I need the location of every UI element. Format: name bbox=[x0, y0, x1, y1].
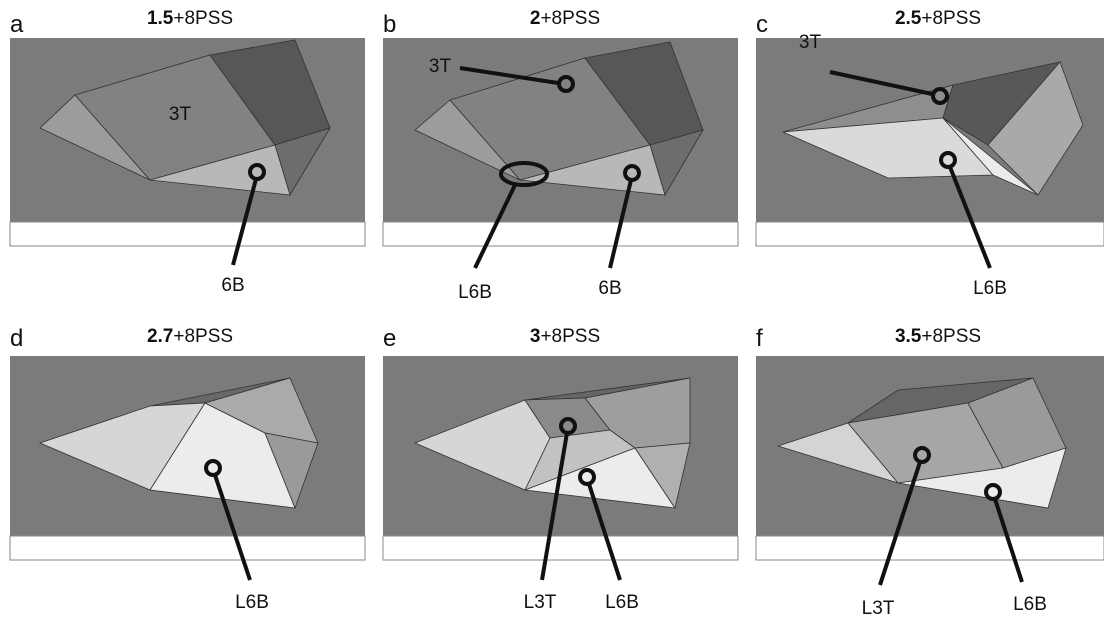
panel: e 3+8PSS L3T L6B bbox=[383, 325, 738, 613]
panel: f 3.5+8PSS L3T L6B bbox=[756, 325, 1104, 619]
label: 3T bbox=[169, 104, 192, 125]
base bbox=[10, 536, 365, 560]
base bbox=[756, 536, 1104, 560]
panel-letter: d bbox=[10, 325, 23, 352]
label: L3T bbox=[862, 598, 895, 619]
panel: b 2+8PSS 3T L6B 6B bbox=[383, 8, 738, 303]
panel-title: 2+8PSS bbox=[530, 8, 600, 29]
panel-letter: e bbox=[383, 325, 396, 352]
label: 6B bbox=[221, 275, 244, 296]
base bbox=[10, 222, 365, 246]
label: L6B bbox=[973, 278, 1007, 299]
label: L6B bbox=[605, 592, 639, 613]
label: L6B bbox=[1013, 594, 1047, 615]
base bbox=[383, 536, 738, 560]
panel-title: 3.5+8PSS bbox=[895, 326, 981, 347]
figure: a 1.5+8PSS 3T 6B b 2+8PSS 3T L6B 6B c 2.… bbox=[0, 0, 1104, 619]
panel: c 2.5+8PSS 3T L6B bbox=[756, 8, 1104, 299]
label: L6B bbox=[458, 282, 492, 303]
base bbox=[383, 222, 738, 246]
panel-letter: a bbox=[10, 11, 24, 38]
label: L6B bbox=[235, 592, 269, 613]
base bbox=[756, 222, 1104, 246]
panel-letter: c bbox=[756, 11, 768, 38]
panel-letter: f bbox=[756, 325, 763, 352]
panel-letter: b bbox=[383, 11, 396, 38]
label: 3T bbox=[429, 56, 452, 77]
panel: a 1.5+8PSS 3T 6B bbox=[10, 8, 365, 296]
label: L3T bbox=[524, 592, 557, 613]
label: 3T bbox=[799, 32, 822, 53]
panel-title: 1.5+8PSS bbox=[147, 8, 233, 29]
panel-title: 3+8PSS bbox=[530, 326, 600, 347]
panel-title: 2.7+8PSS bbox=[147, 326, 233, 347]
panel: d 2.7+8PSS L6B bbox=[10, 325, 365, 613]
panel-title: 2.5+8PSS bbox=[895, 8, 981, 29]
label: 6B bbox=[598, 278, 621, 299]
